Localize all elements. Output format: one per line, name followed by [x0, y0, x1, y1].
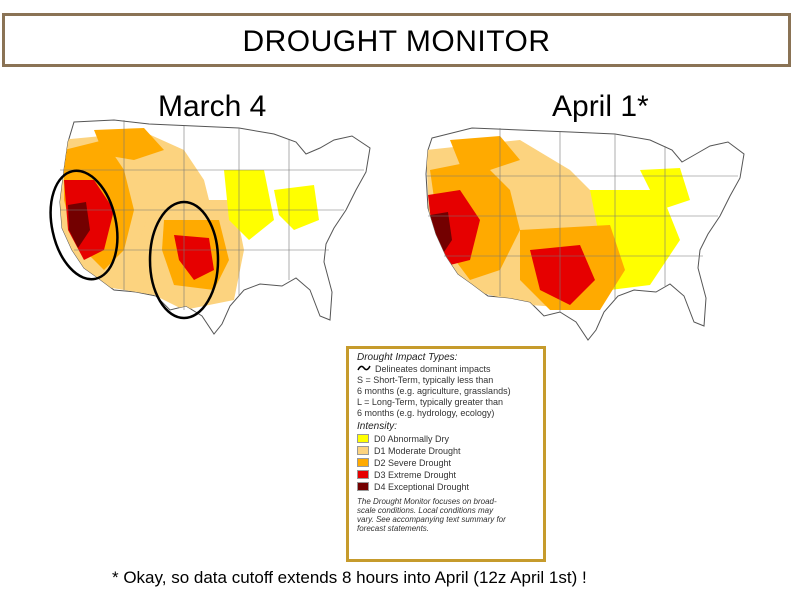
legend-label-d0: D0 Abnormally Dry: [374, 433, 450, 444]
map-legend: Drought Impact Types: Delineates dominan…: [346, 346, 546, 562]
map-label-march: March 4: [158, 90, 267, 123]
legend-item-d3: D3 Extreme Drought: [357, 469, 543, 480]
legend-impact-line-text: Delineates dominant impacts: [375, 364, 491, 374]
impact-line-icon: [357, 365, 371, 371]
legend-label-d2: D2 Severe Drought: [374, 457, 452, 468]
highlight-circle-plains: [148, 200, 220, 320]
swatch-d1: [357, 446, 369, 455]
legend-item-d4: D4 Exceptional Drought: [357, 481, 543, 492]
legend-note-2: scale conditions. Local conditions may: [357, 506, 494, 515]
legend-item-d1: D1 Moderate Drought: [357, 445, 543, 456]
legend-impact-line-row: Delineates dominant impacts: [357, 364, 543, 374]
legend-short-term-2: 6 months (e.g. agriculture, grasslands): [357, 386, 511, 396]
swatch-d2: [357, 458, 369, 467]
legend-item-d0: D0 Abnormally Dry: [357, 433, 543, 444]
highlight-circle-west: [49, 169, 119, 281]
legend-note: The Drought Monitor focuses on broad- sc…: [357, 497, 537, 533]
legend-label-d1: D1 Moderate Drought: [374, 445, 461, 456]
legend-label-d3: D3 Extreme Drought: [374, 469, 457, 480]
map-label-april: April 1*: [552, 90, 649, 123]
title-box: DROUGHT MONITOR: [2, 13, 791, 67]
legend-short-term-1: S = Short-Term, typically less than: [357, 375, 494, 385]
legend-label-d4: D4 Exceptional Drought: [374, 481, 470, 492]
legend-impact-header: Drought Impact Types:: [357, 352, 458, 363]
footnote: * Okay, so data cutoff extends 8 hours i…: [112, 568, 587, 587]
drought-map-march: [49, 119, 371, 335]
legend-intensity-header: Intensity:: [357, 421, 398, 432]
swatch-d3: [357, 470, 369, 479]
legend-note-1: The Drought Monitor focuses on broad-: [357, 497, 497, 506]
page-title: DROUGHT MONITOR: [242, 25, 551, 58]
legend-note-4: forecast statements.: [357, 524, 430, 533]
swatch-d0: [357, 434, 369, 443]
legend-note-3: vary. See accompanying text summary for: [357, 515, 506, 524]
legend-long-term-1: L = Long-Term, typically greater than: [357, 397, 503, 407]
legend-long-term-2: 6 months (e.g. hydrology, ecology): [357, 408, 495, 418]
legend-item-d2: D2 Severe Drought: [357, 457, 543, 468]
drought-map-april: [425, 127, 745, 341]
swatch-d4: [357, 482, 369, 491]
